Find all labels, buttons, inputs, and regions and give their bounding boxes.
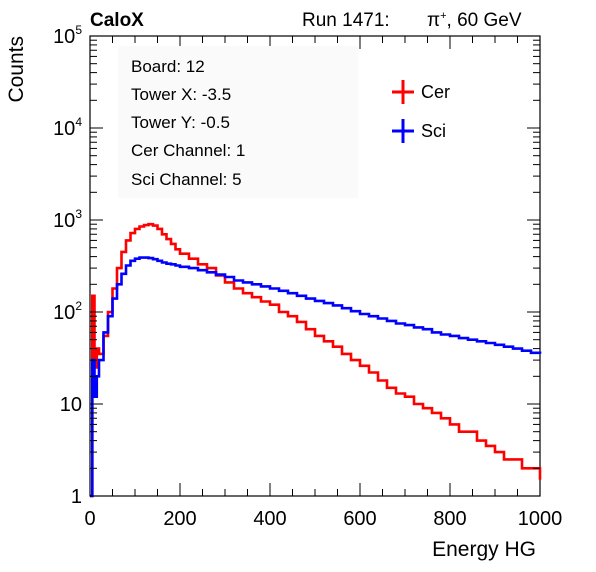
info-box <box>118 46 358 198</box>
legend: Cer Sci <box>392 80 450 143</box>
x-tick-label: 200 <box>163 508 196 530</box>
cer-series <box>90 222 542 498</box>
x-axis: 0 200 400 600 800 1000 <box>84 36 562 530</box>
info-tower-y: Tower Y: -0.5 <box>131 113 230 132</box>
info-tower-x: Tower X: -3.5 <box>131 85 231 104</box>
legend-marker-cer <box>392 80 414 104</box>
legend-label-sci: Sci <box>421 121 446 141</box>
info-board: Board: 12 <box>131 57 205 76</box>
y-tick-label: 103 <box>53 207 82 232</box>
x-tick-label: 1000 <box>518 508 563 530</box>
series-line-sci <box>90 256 542 498</box>
y-tick-label: 10 <box>60 394 82 416</box>
legend-label-cer: Cer <box>421 82 450 102</box>
x-tick-label: 0 <box>84 508 95 530</box>
x-tick-label: 400 <box>253 508 286 530</box>
experiment-label: CaloX <box>90 10 144 31</box>
y-axis-title: Counts <box>5 36 28 103</box>
info-cer-channel: Cer Channel: 1 <box>131 141 245 160</box>
y-axis: 1 10 102 103 104 105 <box>53 23 540 508</box>
y-tick-label: 105 <box>53 23 82 48</box>
y-tick-label: 104 <box>53 115 82 140</box>
x-tick-label: 800 <box>433 508 466 530</box>
series-line-cer <box>90 222 542 498</box>
x-tick-label: 600 <box>343 508 376 530</box>
legend-marker-sci <box>392 119 414 143</box>
particle-charge: + <box>440 10 446 22</box>
info-sci-channel: Sci Channel: 5 <box>131 170 242 189</box>
sci-series <box>90 256 542 498</box>
y-tick-label: 1 <box>71 486 82 508</box>
particle-label: π+, 60 GeV <box>427 10 522 31</box>
run-label: Run 1471: <box>302 10 390 31</box>
y-tick-label: 102 <box>53 299 82 324</box>
x-axis-title: Energy HG <box>432 538 536 561</box>
